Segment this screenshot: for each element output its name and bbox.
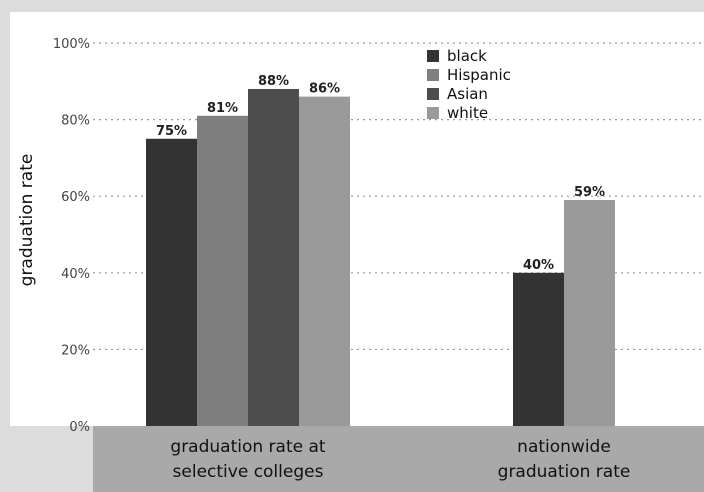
legend-label: Asian xyxy=(447,85,488,103)
category-label-line: graduation rate xyxy=(498,462,631,482)
y-tick-label: 40% xyxy=(61,267,90,282)
category-label-line: selective colleges xyxy=(173,462,324,482)
y-tick-label: 60% xyxy=(61,190,90,205)
category-label: graduation rate at selective colleges xyxy=(170,437,326,482)
y-axis-title: graduation rate xyxy=(17,154,37,287)
legend-swatch-hispanic xyxy=(427,69,439,81)
category-axis-band xyxy=(93,426,704,492)
category-label-line: graduation rate at xyxy=(170,437,326,457)
category-label-line: nationwide xyxy=(517,437,611,457)
bar-value-label: 75% xyxy=(156,124,187,139)
legend-swatch-asian xyxy=(427,88,439,100)
y-tick-label: 20% xyxy=(61,343,90,358)
y-tick-label: 0% xyxy=(69,420,90,435)
category-labels: graduation rate at selective colleges nati… xyxy=(170,437,630,482)
y-tick-label: 80% xyxy=(61,114,90,129)
category-label: nationwide graduation rate xyxy=(498,437,631,482)
legend-swatch-black xyxy=(427,50,439,62)
bar-white xyxy=(299,96,350,427)
y-axis-ticks: 0% 20% 40% 60% 80% 100% xyxy=(53,37,90,435)
bar-hispanic xyxy=(197,115,248,427)
y-tick-label: 100% xyxy=(53,37,90,52)
bar-value-labels: 75% 81% 88% 86% 40% 59% xyxy=(156,74,605,273)
bar-value-label: 88% xyxy=(258,74,289,89)
legend-label: white xyxy=(447,104,488,122)
legend-label: Hispanic xyxy=(447,66,511,84)
bar-black xyxy=(146,138,197,426)
bar-black xyxy=(513,272,564,426)
bar-value-label: 86% xyxy=(309,82,340,97)
bars xyxy=(146,88,615,427)
bar-value-label: 59% xyxy=(574,185,605,200)
bar-value-label: 40% xyxy=(523,258,554,273)
legend-swatch-white xyxy=(427,107,439,119)
bar-value-label: 81% xyxy=(207,101,238,116)
legend-label: black xyxy=(447,47,487,65)
bar-asian xyxy=(248,88,299,427)
bar-white xyxy=(564,200,615,426)
